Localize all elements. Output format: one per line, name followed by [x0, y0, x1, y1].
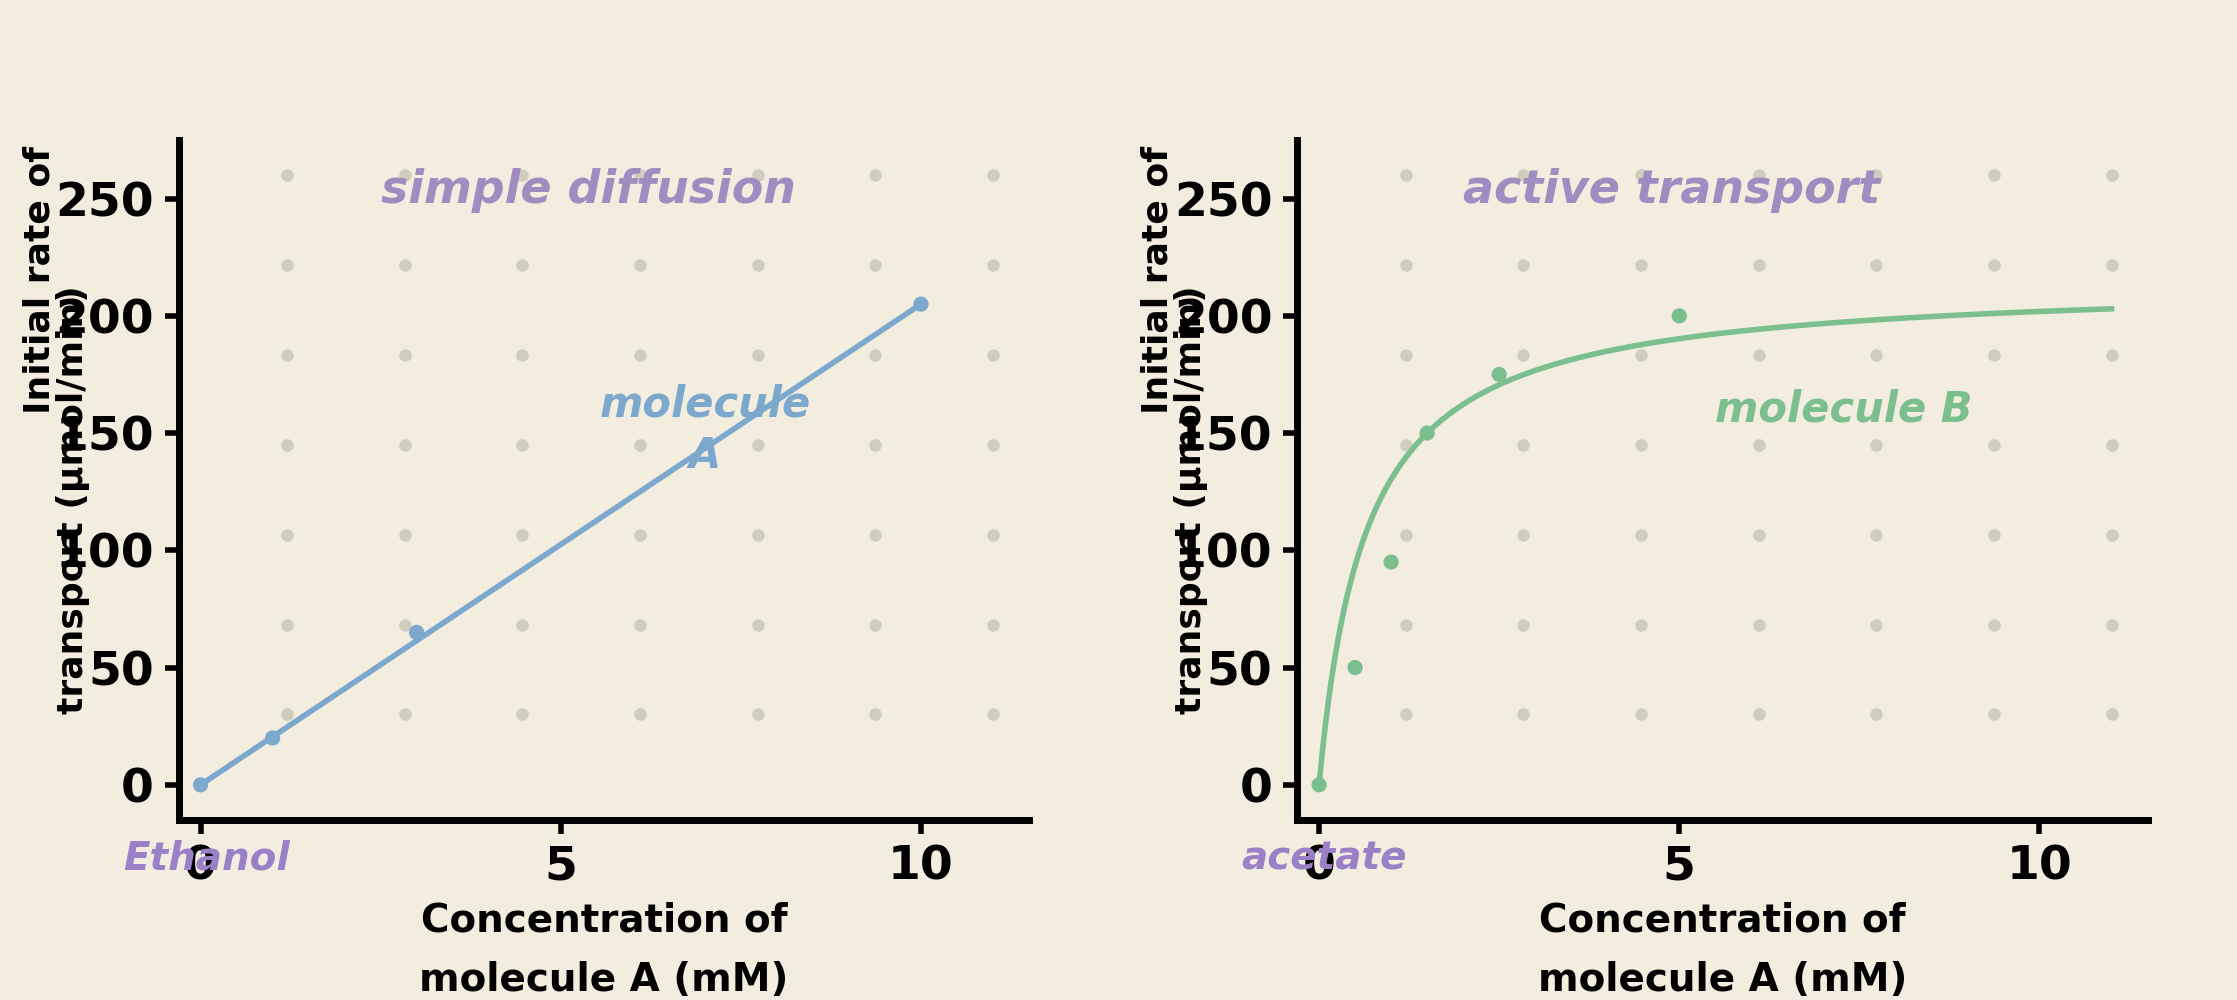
Text: molecule A (mM): molecule A (mM) [1537, 961, 1908, 999]
Text: molecule
A: molecule A [600, 383, 810, 477]
Point [1374, 554, 1409, 570]
Text: Concentration of: Concentration of [421, 901, 787, 939]
Text: molecule A (mM): molecule A (mM) [418, 961, 790, 999]
Text: transport (µmol/min): transport (µmol/min) [1174, 286, 1208, 714]
Text: simple diffusion: simple diffusion [380, 168, 796, 213]
Text: Initial rate of: Initial rate of [22, 146, 56, 414]
Text: active transport: active transport [1463, 168, 1881, 213]
Text: Ethanol: Ethanol [123, 840, 291, 878]
Text: transport (µmol/min): transport (µmol/min) [56, 286, 89, 714]
Point [1338, 660, 1374, 676]
Point [904, 296, 940, 312]
Point [398, 624, 434, 640]
Text: acetate: acetate [1242, 840, 1407, 878]
Point [1302, 777, 1338, 793]
Point [183, 777, 219, 793]
Point [1409, 425, 1445, 441]
Point [255, 730, 291, 746]
Text: molecule B: molecule B [1716, 388, 1973, 430]
Text: Concentration of: Concentration of [1539, 901, 1906, 939]
Point [1481, 366, 1517, 382]
Point [1662, 308, 1698, 324]
Text: Initial rate of: Initial rate of [1141, 146, 1174, 414]
